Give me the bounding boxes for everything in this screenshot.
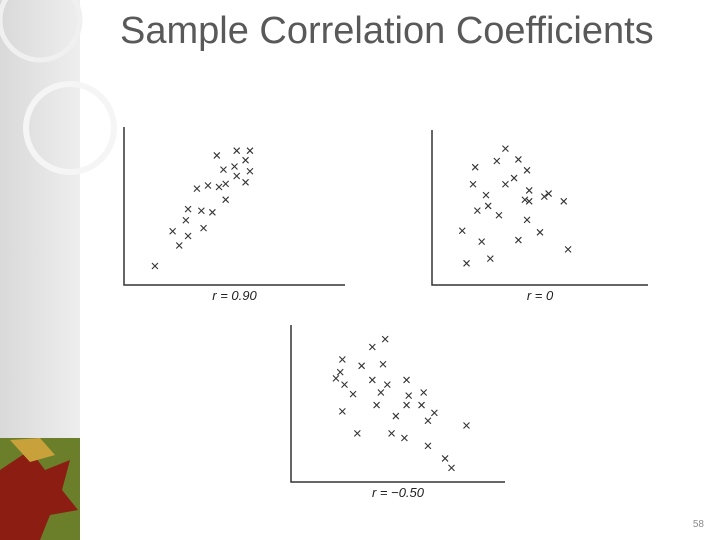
- point: [441, 455, 449, 462]
- point: [420, 389, 428, 396]
- point: [353, 429, 361, 437]
- point: [515, 236, 522, 244]
- point: [204, 182, 212, 189]
- point: [246, 147, 254, 155]
- point: [424, 417, 432, 425]
- point: [473, 207, 481, 214]
- point: [403, 376, 410, 384]
- point: [458, 227, 466, 235]
- point: [175, 242, 183, 249]
- leaf: [10, 438, 55, 462]
- charts: r = 0.90 r = 0 r = −0.50: [123, 127, 648, 500]
- point: [332, 374, 340, 382]
- point: [379, 360, 387, 368]
- point: [242, 178, 249, 186]
- point: [373, 401, 380, 409]
- point: [430, 409, 438, 417]
- point: [231, 163, 238, 170]
- point: [403, 401, 410, 409]
- axes: [431, 130, 648, 286]
- point: [392, 412, 400, 420]
- decor-circle: [23, 81, 117, 175]
- point: [233, 147, 241, 155]
- leaf: [0, 450, 78, 540]
- axes: [290, 325, 505, 483]
- point: [209, 208, 216, 216]
- point: [484, 202, 492, 210]
- point: [560, 197, 568, 205]
- point: [536, 228, 544, 236]
- x-axis-label: r = 0.90: [212, 288, 257, 303]
- point: [448, 464, 455, 472]
- point: [368, 376, 376, 384]
- point: [515, 156, 522, 163]
- point: [169, 227, 177, 235]
- point: [388, 429, 395, 437]
- point: [151, 262, 159, 270]
- point: [486, 255, 494, 263]
- point: [222, 196, 230, 204]
- point: [540, 193, 548, 201]
- point: [246, 167, 254, 175]
- point: [521, 196, 529, 204]
- point: [418, 401, 425, 409]
- slide-title: Sample Correlation Coefficients: [120, 10, 654, 52]
- point: [405, 392, 413, 400]
- point: [469, 180, 477, 188]
- point: [478, 238, 486, 245]
- point: [213, 152, 221, 159]
- point: [197, 207, 205, 215]
- point: [471, 163, 479, 171]
- point: [523, 166, 531, 174]
- point: [242, 156, 249, 164]
- x-axis-label: r = −0.50: [372, 485, 425, 500]
- point: [193, 185, 201, 193]
- point: [377, 389, 385, 396]
- point: [463, 259, 470, 267]
- point: [358, 362, 366, 370]
- point: [383, 381, 391, 389]
- point: [368, 343, 376, 351]
- point: [525, 187, 533, 194]
- point: [233, 172, 241, 180]
- point: [215, 183, 223, 191]
- x-axis-label: r = 0: [527, 288, 554, 303]
- point: [381, 335, 389, 343]
- point: [349, 390, 357, 398]
- point: [525, 197, 533, 205]
- point: [222, 180, 230, 188]
- point: [182, 216, 190, 224]
- point: [336, 368, 344, 376]
- point: [482, 191, 490, 199]
- point: [495, 211, 503, 219]
- point: [338, 356, 346, 363]
- point: [220, 166, 227, 174]
- point: [493, 157, 501, 165]
- point: [401, 434, 408, 442]
- point: [502, 180, 509, 188]
- point: [502, 145, 509, 152]
- point: [200, 224, 207, 232]
- point: [463, 422, 470, 429]
- page-number: 58: [692, 519, 704, 530]
- point: [341, 381, 348, 389]
- point: [184, 232, 192, 240]
- point: [564, 245, 572, 253]
- point: [510, 174, 518, 182]
- axes: [123, 127, 345, 286]
- point: [523, 216, 531, 224]
- point: [338, 407, 346, 415]
- point: [424, 442, 432, 450]
- decor-circle: [0, 0, 83, 63]
- point: [545, 190, 553, 197]
- point: [184, 205, 192, 213]
